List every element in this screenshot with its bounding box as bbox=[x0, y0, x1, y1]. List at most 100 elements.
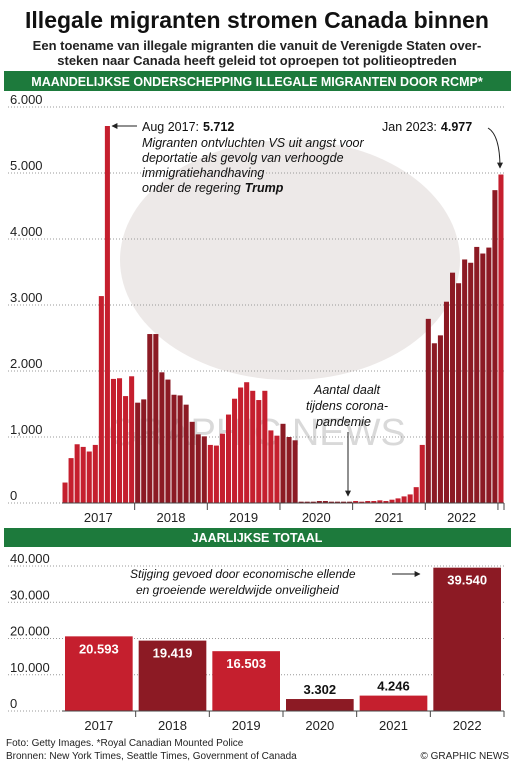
bar bbox=[268, 430, 274, 503]
bar bbox=[328, 501, 334, 503]
y-tick-label: 0 bbox=[10, 488, 17, 503]
x-tick-label: 2019 bbox=[229, 510, 258, 525]
bar bbox=[359, 501, 365, 503]
y-tick-label: 2.000 bbox=[10, 356, 43, 371]
title: Illegale migranten stromen Canada binnen bbox=[25, 7, 489, 33]
bar bbox=[129, 376, 135, 503]
x-tick-label: 2019 bbox=[232, 718, 261, 733]
subtitle: steken naar Canada heeft geleid tot opro… bbox=[57, 53, 456, 68]
bar bbox=[165, 379, 171, 503]
bar bbox=[141, 399, 147, 503]
monthly-chart: 6.000 5.000 4.000 3.000 2.000 1,000 0 2017 2018 2… bbox=[8, 92, 505, 525]
x-tick-label: 2022 bbox=[453, 718, 482, 733]
bar bbox=[238, 387, 244, 503]
bar bbox=[286, 437, 292, 503]
bar bbox=[468, 262, 474, 503]
bar bbox=[92, 444, 98, 503]
bar bbox=[207, 444, 213, 503]
value-label: 16.503 bbox=[226, 656, 266, 671]
bar bbox=[498, 174, 504, 503]
bar bbox=[110, 378, 116, 503]
annotation: Stijging gevoed door economische ellende bbox=[130, 567, 356, 581]
bar bbox=[407, 494, 413, 503]
bar bbox=[486, 247, 492, 503]
subtitle: Een toename van illegale migranten die v… bbox=[33, 38, 482, 53]
bar bbox=[147, 334, 153, 503]
y-tick-label: 10.000 bbox=[10, 660, 50, 675]
x-tick-label: 2020 bbox=[302, 510, 331, 525]
bar bbox=[123, 396, 129, 503]
y-tick-label: 20.000 bbox=[10, 624, 50, 639]
bar bbox=[250, 390, 256, 503]
section-band bbox=[4, 71, 511, 91]
credit: Foto: Getty Images. *Royal Canadian Moun… bbox=[6, 738, 244, 749]
bar bbox=[359, 695, 428, 711]
bar bbox=[256, 400, 262, 503]
bar bbox=[286, 699, 354, 711]
annotation: Aantal daalt bbox=[313, 383, 381, 397]
bar bbox=[450, 272, 456, 503]
bar bbox=[395, 498, 401, 503]
bar bbox=[377, 500, 383, 503]
bar bbox=[177, 395, 183, 503]
bar bbox=[68, 458, 74, 503]
x-tick-label: 2021 bbox=[379, 718, 408, 733]
copyright: © GRAPHIC NEWS bbox=[421, 751, 510, 762]
bar bbox=[280, 423, 286, 503]
y-tick-label: 30.000 bbox=[10, 587, 50, 602]
bar bbox=[212, 651, 280, 711]
annotation: onder de regering Trump bbox=[142, 181, 284, 195]
bar bbox=[433, 567, 501, 711]
bar bbox=[413, 487, 419, 503]
bar bbox=[334, 501, 341, 503]
bar bbox=[401, 496, 407, 503]
bar bbox=[213, 445, 219, 503]
y-tick-label: 40.000 bbox=[10, 551, 50, 566]
chart-title: MAANDELIJKSE ONDERSCHEPPING ILLEGALE MIG… bbox=[31, 75, 483, 89]
bar bbox=[474, 246, 480, 504]
x-tick-label: 2021 bbox=[374, 510, 403, 525]
x-tick-label: 2022 bbox=[447, 510, 476, 525]
value-label: 39.540 bbox=[447, 573, 487, 588]
annotation: Aug 2017: 5.712 bbox=[142, 120, 234, 134]
y-tick-label: 1,000 bbox=[10, 422, 43, 437]
bar bbox=[225, 414, 232, 503]
x-tick-label: 2020 bbox=[305, 718, 334, 733]
bar bbox=[195, 434, 201, 503]
bar bbox=[456, 283, 462, 503]
y-tick-label: 0 bbox=[10, 696, 17, 711]
bar bbox=[138, 640, 207, 711]
annotation: Migranten ontvluchten VS uit angst voor bbox=[142, 136, 364, 150]
bar bbox=[80, 446, 86, 503]
bar bbox=[153, 334, 159, 503]
chart-title: JAARLIJKSE TOTAAL bbox=[192, 531, 323, 545]
bar bbox=[62, 482, 68, 503]
bar bbox=[462, 259, 468, 503]
bar bbox=[74, 444, 80, 503]
x-tick-label: 2017 bbox=[84, 718, 113, 733]
annotation: immigratiehandhaving bbox=[142, 166, 264, 180]
bar bbox=[201, 436, 207, 503]
bar bbox=[65, 636, 133, 711]
annotation: en groeiende wereldwijde onveiligheid bbox=[136, 583, 339, 597]
bar bbox=[383, 501, 389, 503]
value-label: 4.246 bbox=[377, 679, 410, 694]
bar bbox=[492, 190, 498, 503]
value-label: 3.302 bbox=[304, 682, 337, 697]
bar bbox=[159, 372, 165, 503]
bar bbox=[425, 318, 431, 503]
bar bbox=[232, 398, 238, 503]
bar bbox=[431, 343, 437, 503]
bar bbox=[371, 501, 377, 503]
photo-placeholder bbox=[120, 140, 460, 380]
bar bbox=[389, 499, 395, 503]
bar bbox=[322, 501, 328, 503]
annotation: pandemie bbox=[315, 415, 371, 429]
bar bbox=[316, 501, 322, 503]
bar bbox=[183, 404, 189, 503]
y-tick-label: 5.000 bbox=[10, 158, 43, 173]
bar bbox=[262, 390, 268, 503]
bar bbox=[219, 433, 225, 503]
y-tick-label: 3.000 bbox=[10, 290, 43, 305]
